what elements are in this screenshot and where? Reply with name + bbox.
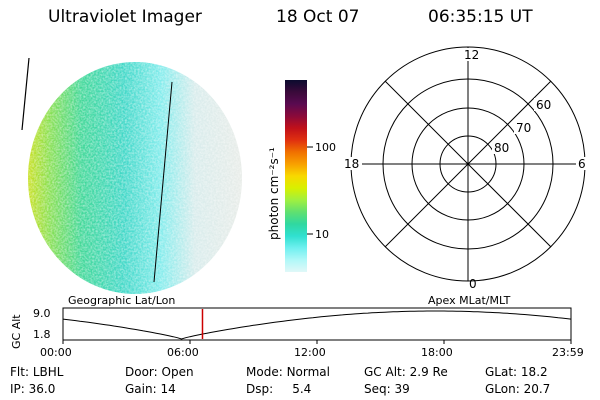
colorbar-tick-100: 100 — [315, 141, 336, 154]
glat-value: 18.2 — [520, 365, 548, 379]
info-glat: GLat: 18.2 — [485, 365, 548, 379]
lat-label-60: 60 — [536, 98, 551, 112]
lat-label-80: 80 — [494, 141, 509, 155]
flt-value: LBHL — [32, 365, 64, 379]
geographic-label: Geographic Lat/Lon — [68, 294, 176, 307]
date-label: 18 Oct 07 — [276, 7, 360, 27]
colorbar-ticks: 100 10 — [307, 141, 336, 241]
gain-value: 14 — [160, 382, 176, 396]
info-gc-alt: GC Alt: 2.9 Re — [364, 365, 448, 379]
info-door: Door: Open — [125, 365, 194, 379]
polar-plot: 12 18 6 0 60 70 80 — [342, 46, 588, 291]
y-tick-high: 9.0 — [33, 307, 51, 320]
mode-value: Normal — [286, 365, 330, 379]
glon-value: 20.7 — [523, 382, 551, 396]
info-gain: Gain: 14 — [125, 382, 176, 396]
terminator-line — [153, 81, 173, 283]
x-tick-0000: 00:00 — [40, 346, 72, 359]
colorbar-unit-label: photon cm⁻²s⁻¹ — [267, 147, 281, 240]
info-flt: Flt: LBHL — [10, 365, 64, 379]
colorbar-tick-10: 10 — [315, 228, 329, 241]
mlt-label-0: 0 — [469, 277, 477, 291]
x-tick-1800: 18:00 — [421, 346, 453, 359]
time-label: 06:35:15 UT — [428, 7, 533, 27]
info-glon: GLon: 20.7 — [485, 382, 551, 396]
lat-label-70: 70 — [516, 121, 531, 135]
info-ip: IP: 36.0 — [10, 382, 56, 396]
edge-line — [21, 57, 30, 131]
timeline-frame — [62, 307, 572, 341]
seq-value: 39 — [394, 382, 410, 396]
x-tick-2359: 23:59 — [552, 346, 584, 359]
door-value: Open — [161, 365, 194, 379]
app-title: Ultraviolet Imager — [48, 7, 202, 27]
color-scale-bar — [285, 80, 307, 272]
uv-earth-image — [21, 57, 242, 294]
info-mode: Mode: Normal — [246, 365, 330, 379]
info-seq: Seq: 39 — [364, 382, 410, 396]
info-dsp: Dsp: 5.4 — [246, 382, 312, 396]
apex-label: Apex MLat/MLT — [428, 294, 511, 307]
y-tick-low: 1.8 — [33, 328, 51, 341]
altitude-timeline — [62, 307, 572, 344]
dsp-value: 5.4 — [292, 382, 312, 396]
x-tick-1200: 12:00 — [294, 346, 326, 359]
mlt-label-6: 6 — [578, 157, 586, 171]
mlt-label-12: 12 — [464, 48, 479, 62]
gc-alt-value: 2.9 Re — [409, 365, 448, 379]
mlt-label-18: 18 — [344, 157, 359, 171]
altitude-curve — [62, 310, 572, 340]
ip-value: 36.0 — [28, 382, 56, 396]
x-tick-0600: 06:00 — [167, 346, 199, 359]
